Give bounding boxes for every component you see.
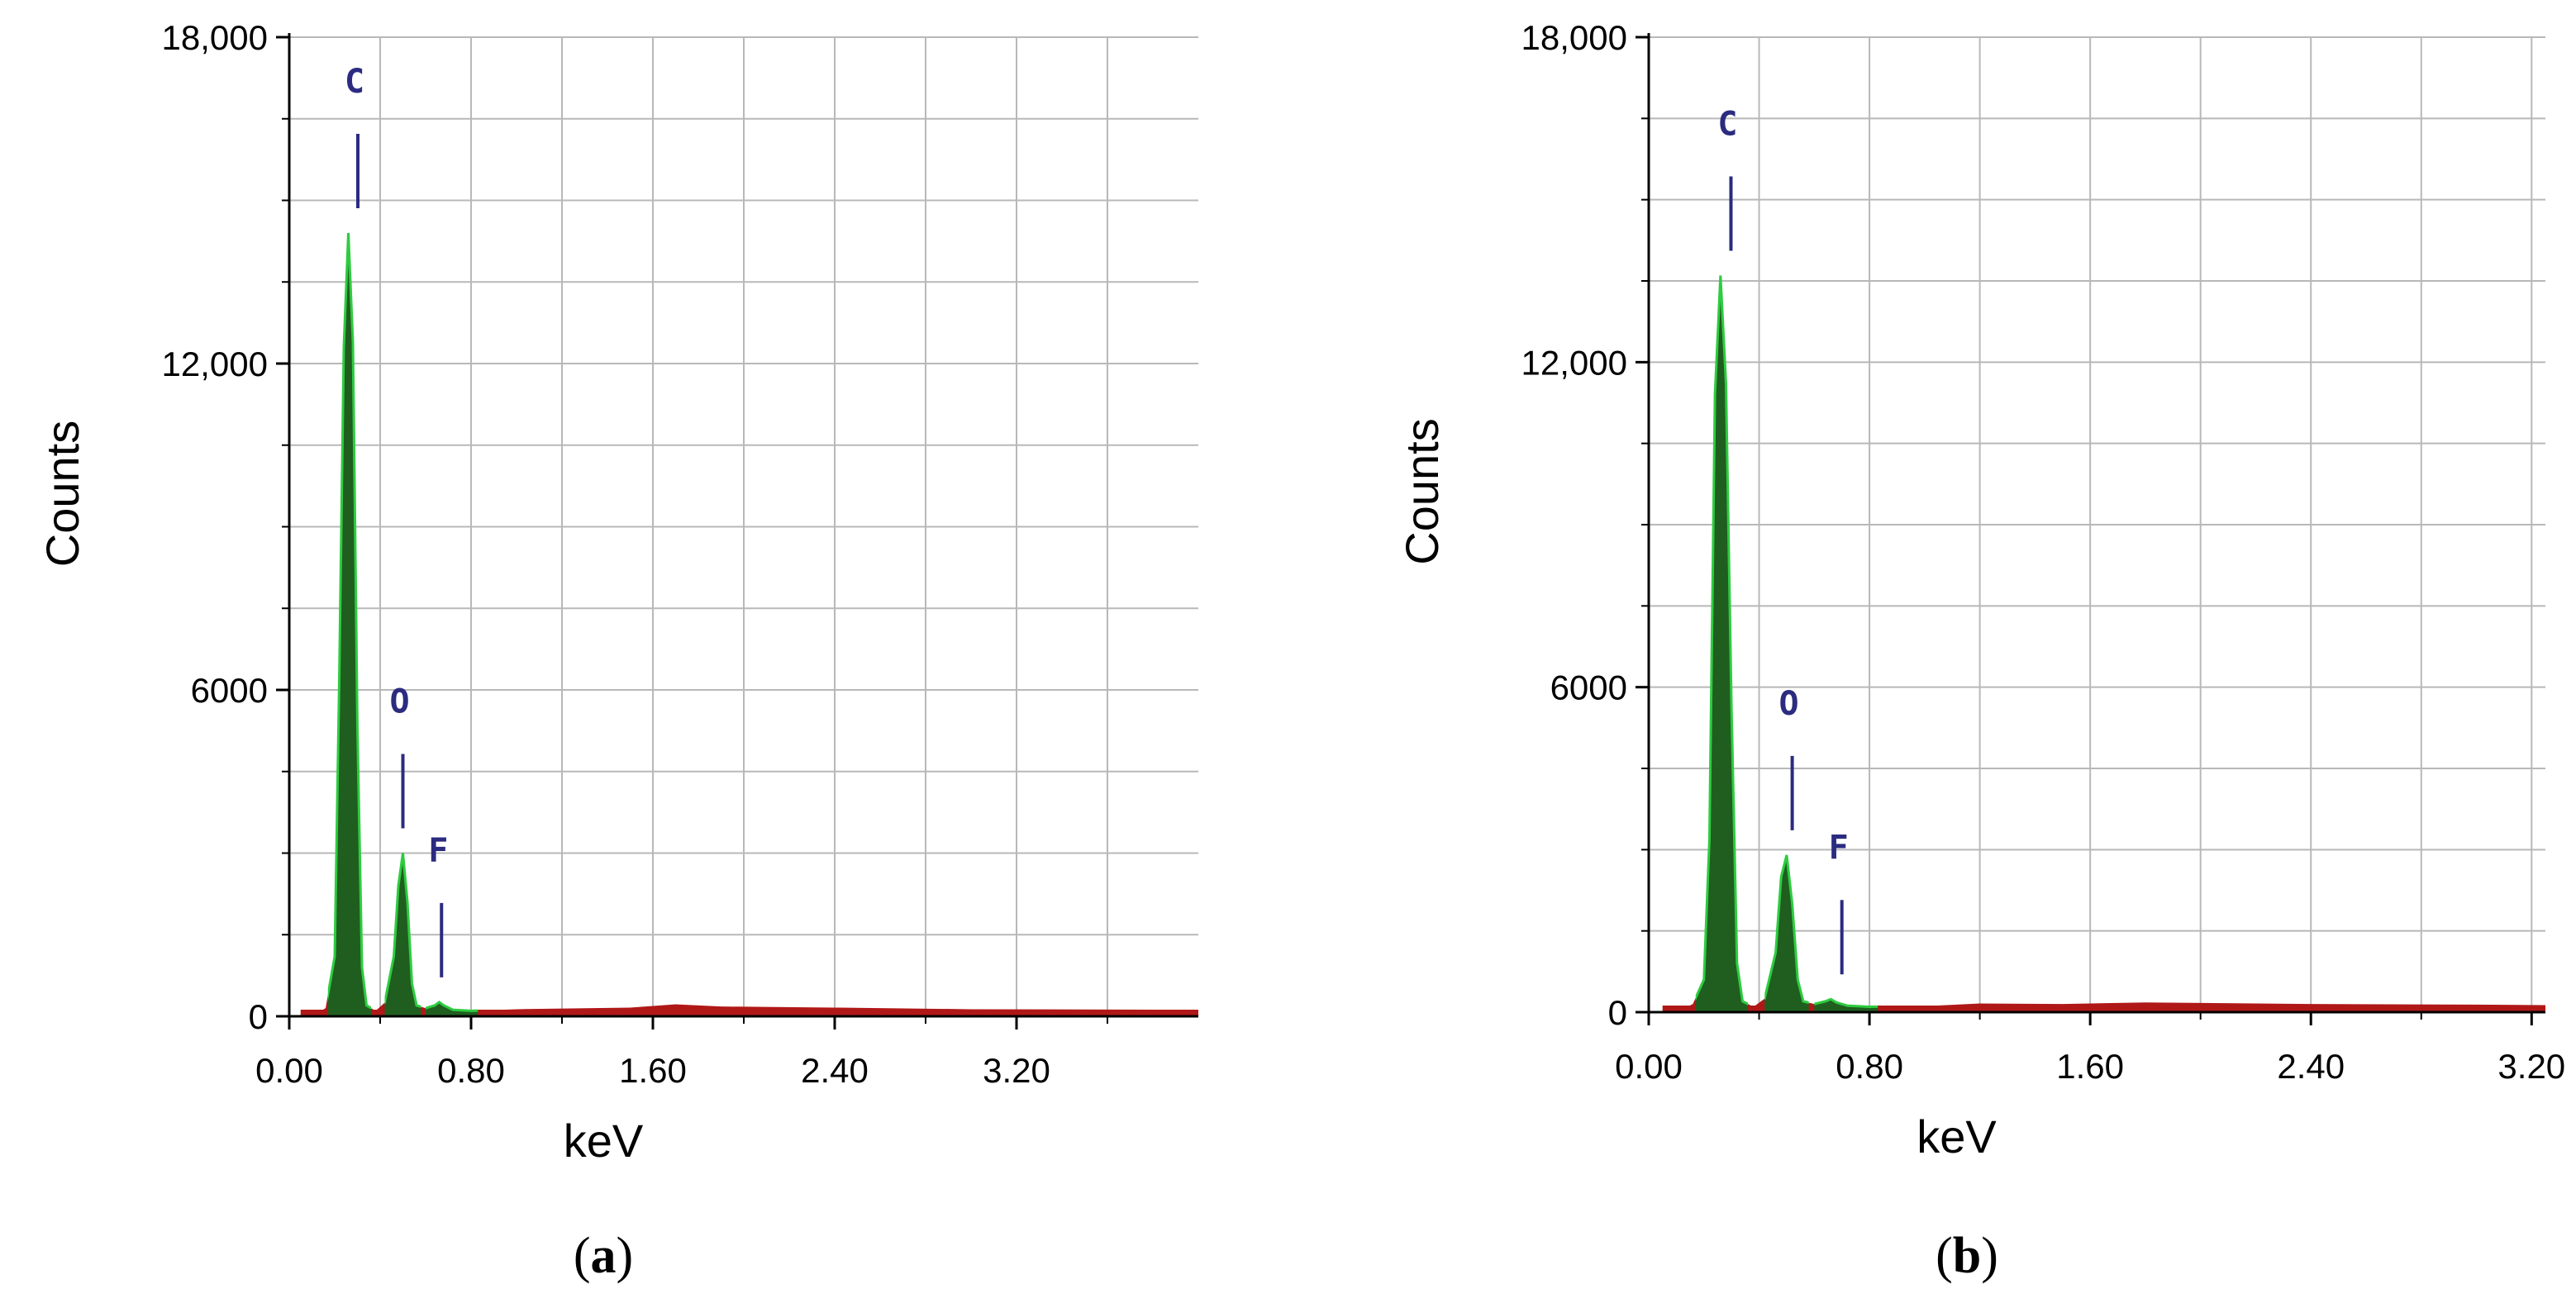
y-tick-label: 18,000 (162, 18, 268, 57)
element-label-o: O (389, 683, 409, 721)
x-tick-label: 2.40 (801, 1051, 869, 1090)
x-tick-label: 0.00 (1615, 1047, 1683, 1086)
x-tick-label: 1.60 (2056, 1047, 2124, 1086)
panel-b-chart: 0.00 0.80 1.60 2.40 3.20 0 6000 12,000 18,000 keV… (1396, 18, 2565, 1284)
y-tick-label: 6000 (1550, 668, 1627, 707)
y-tick-label: 0 (1608, 993, 1627, 1032)
element-label-f: F (1829, 829, 1849, 867)
y-tick-label: 6000 (191, 671, 268, 710)
x-axis-title: keV (564, 1115, 644, 1167)
element-label-c: C (345, 63, 364, 101)
x-tick-label: 0.80 (437, 1051, 505, 1090)
x-tick-label: 2.40 (2277, 1047, 2345, 1086)
element-label-o: O (1779, 685, 1799, 723)
spectrum-peak-area (1695, 275, 1878, 1012)
x-tick-label: 3.20 (2497, 1047, 2565, 1086)
panel-caption-letter: b (1953, 1228, 1981, 1284)
panel-caption: (a) (574, 1228, 633, 1284)
x-tick-label: 0.00 (255, 1051, 323, 1090)
panel-a-chart: 0.00 0.80 1.60 2.40 3.20 0 6000 12,000 18,000 keV… (36, 18, 1198, 1284)
y-tick-label: 0 (249, 997, 268, 1036)
element-label-c: C (1717, 105, 1737, 143)
spectrum-peak-area (327, 232, 479, 1016)
panel-caption-letter: a (591, 1228, 617, 1284)
y-tick-label: 12,000 (1521, 343, 1627, 382)
panel-caption: (b) (1936, 1228, 1998, 1284)
y-tick-label: 12,000 (162, 345, 268, 383)
y-axis-title: Counts (1396, 418, 1448, 564)
x-tick-label: 0.80 (1836, 1047, 1903, 1086)
x-tick-label: 3.20 (983, 1051, 1050, 1090)
element-label-f: F (428, 832, 448, 870)
y-axis-title: Counts (36, 421, 88, 567)
x-tick-label: 1.60 (619, 1051, 687, 1090)
x-axis-title: keV (1917, 1110, 1997, 1163)
y-tick-label: 18,000 (1521, 18, 1627, 57)
